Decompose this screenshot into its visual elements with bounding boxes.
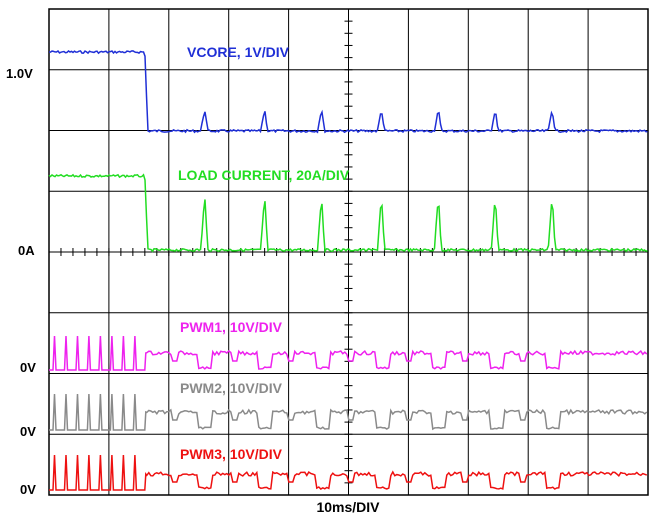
pwm3-trace [49,454,648,491]
load-current-label: LOAD CURRENT, 20A/DIV [178,167,350,183]
load-current-trace [48,173,648,254]
marker-0a: 0A [18,243,35,258]
vcore-label: VCORE, 1V/DIV [187,44,290,60]
traces [48,49,648,491]
marker-0v-pwm1: 0V [20,360,36,375]
grid [48,8,649,496]
pwm3-label: PWM3, 10V/DIV [180,446,283,462]
marker-0v-pwm2: 0V [20,424,36,439]
x-axis-label: 10ms/DIV [316,499,380,515]
pwm2-trace [49,393,648,431]
pwm1-trace [49,335,648,371]
marker-1v: 1.0V [6,66,33,81]
vcore-trace [48,49,648,134]
marker-0v-pwm3: 0V [20,482,36,497]
pwm1-label: PWM1, 10V/DIV [180,319,283,335]
pwm2-label: PWM2, 10V/DIV [180,380,283,396]
